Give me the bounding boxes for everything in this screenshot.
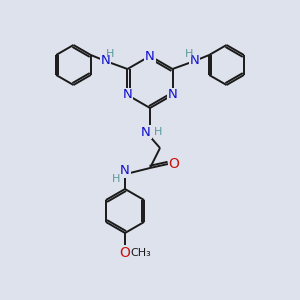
Text: H: H [112, 174, 120, 184]
Text: H: H [106, 49, 115, 59]
Text: O: O [169, 157, 179, 171]
Text: O: O [120, 246, 130, 260]
Text: N: N [145, 50, 155, 62]
Text: N: N [120, 164, 130, 178]
Text: N: N [141, 125, 151, 139]
Text: N: N [100, 55, 110, 68]
Text: N: N [123, 88, 132, 101]
Text: H: H [185, 49, 194, 59]
Text: N: N [190, 55, 200, 68]
Text: N: N [168, 88, 177, 101]
Text: H: H [154, 127, 162, 137]
Text: CH₃: CH₃ [130, 248, 152, 258]
